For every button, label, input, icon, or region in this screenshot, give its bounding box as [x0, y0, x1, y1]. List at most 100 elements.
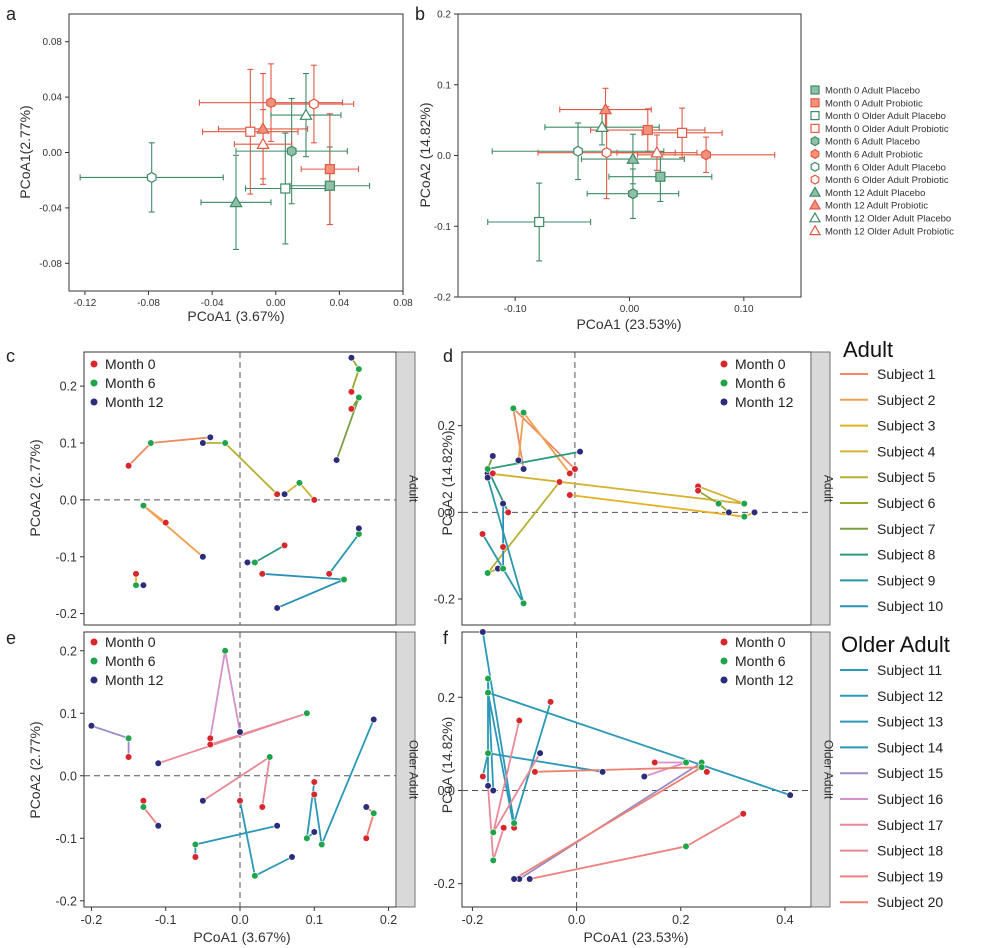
- x-tick-label: 0.4: [776, 913, 793, 927]
- data-point: [280, 183, 291, 194]
- data-point: [786, 791, 794, 799]
- legend-marker: [808, 211, 822, 223]
- data-point: [555, 478, 564, 486]
- data-point: [162, 519, 170, 527]
- data-point: [601, 147, 612, 159]
- data-point: [642, 124, 653, 136]
- facet-strip: [810, 351, 831, 626]
- data-point: [484, 474, 492, 482]
- month-legend-marker: [90, 379, 98, 387]
- legend-label: Month 12 Older Adult Placebo: [825, 214, 951, 225]
- data-point: [479, 628, 487, 636]
- panel-e: e PCoA2 (2.77%) PCoA1 (3.67%) Older Adul…: [6, 628, 421, 945]
- data-point: [682, 842, 690, 851]
- panel-e-ylabel: PCoA2 (2.77%): [27, 721, 43, 818]
- facet-strip-label: Older Adult: [822, 740, 836, 800]
- legend-marker: [808, 186, 822, 197]
- legend-marker: [808, 224, 822, 236]
- data-point: [318, 840, 326, 849]
- x-tick-label: 0.0: [568, 913, 585, 927]
- month-legend-marker: [720, 676, 728, 684]
- data-point: [347, 354, 356, 362]
- x-tick-label: 0.1: [306, 913, 323, 927]
- y-tick-label: 0.0: [60, 493, 77, 507]
- data-point: [355, 365, 363, 373]
- data-point: [324, 164, 335, 175]
- subject-legend-label: Subject 18: [877, 843, 943, 859]
- panel-b-xlabel: PCoA1 (23.53%): [576, 316, 681, 332]
- data-point: [199, 797, 207, 805]
- month-legend-label: Month 12: [735, 672, 794, 688]
- subject-trajectory: [158, 712, 308, 765]
- data-point: [694, 487, 702, 495]
- data-point: [303, 709, 311, 717]
- legend-label: Month 6 Older Adult Probiotic: [825, 175, 949, 186]
- data-point: [519, 599, 528, 607]
- data-point: [236, 728, 244, 736]
- data-point: [566, 491, 574, 499]
- y-tick-label: -0.2: [434, 293, 452, 304]
- data-point: [514, 456, 523, 464]
- data-point: [340, 575, 348, 584]
- y-tick-label: -0.1: [55, 550, 77, 564]
- data-point: [251, 558, 259, 567]
- subject-trajectory: [335, 397, 360, 461]
- subject-trajectory: [127, 436, 211, 467]
- data-point: [206, 740, 214, 749]
- data-point: [676, 127, 688, 138]
- data-point: [124, 753, 133, 761]
- facet-strip: [395, 351, 416, 626]
- data-point: [362, 803, 370, 811]
- subject-legend-label: Subject 12: [877, 688, 943, 704]
- subject-trajectory: [350, 357, 360, 393]
- x-tick-label: 0.10: [734, 304, 754, 315]
- panel-d: d PCoA2 (14.82%) Adult 0.2 0.0 -0.2 Month 0 M…: [433, 346, 836, 626]
- subject-trajectory: [202, 755, 271, 808]
- panel-e-xlabel: PCoA1 (3.67%): [193, 929, 290, 945]
- month-legend-marker: [90, 676, 98, 684]
- panel-a-xlabel: PCoA1 (3.67%): [187, 308, 284, 324]
- subject-legend-label: Subject 10: [877, 598, 943, 614]
- data-point: [484, 465, 492, 473]
- data-point: [206, 433, 214, 441]
- legend-label: Month 0 Older Adult Placebo: [825, 111, 946, 122]
- data-point: [154, 759, 162, 767]
- data-point: [489, 452, 497, 460]
- subject-legend-label: Subject 14: [877, 739, 943, 755]
- y-tick-label: 0.00: [43, 148, 63, 159]
- data-point: [599, 768, 607, 776]
- legend-label: Month 6 Older Adult Placebo: [825, 162, 946, 173]
- month-legend-label: Month 0: [735, 356, 786, 372]
- month-legend-label: Month 0: [735, 634, 786, 650]
- legend-marker: [810, 161, 820, 172]
- subject-legend-label: Subject 1: [877, 366, 936, 382]
- subject-legend-label: Subject 8: [877, 547, 936, 563]
- data-point: [154, 822, 162, 830]
- subject-legend-label: Subject 7: [877, 521, 936, 537]
- panel-label-e: e: [6, 628, 16, 648]
- data-point: [740, 513, 748, 521]
- month-legend-label: Month 6: [735, 375, 786, 391]
- data-point: [370, 715, 378, 724]
- data-point: [146, 171, 157, 184]
- data-point: [243, 558, 252, 567]
- subject-trajectory: [529, 813, 744, 880]
- month-legend-marker: [720, 638, 728, 646]
- data-point: [519, 465, 528, 473]
- data-point: [280, 541, 289, 549]
- data-point: [627, 188, 638, 200]
- data-point: [510, 875, 518, 883]
- data-point: [256, 137, 270, 149]
- data-point: [132, 581, 140, 589]
- data-point: [484, 569, 492, 577]
- month-legend-label: Month 12: [735, 394, 794, 410]
- month-legend-label: Month 6: [105, 375, 156, 391]
- y-tick-label: -0.2: [55, 894, 77, 908]
- data-point: [266, 97, 276, 109]
- data-point: [303, 834, 311, 842]
- data-point: [310, 496, 318, 504]
- panel-f-ylabel: PCoA (14.82%): [439, 717, 455, 814]
- y-tick-label: 0.08: [43, 37, 63, 48]
- month-legend-marker: [90, 360, 98, 368]
- data-point: [332, 456, 341, 464]
